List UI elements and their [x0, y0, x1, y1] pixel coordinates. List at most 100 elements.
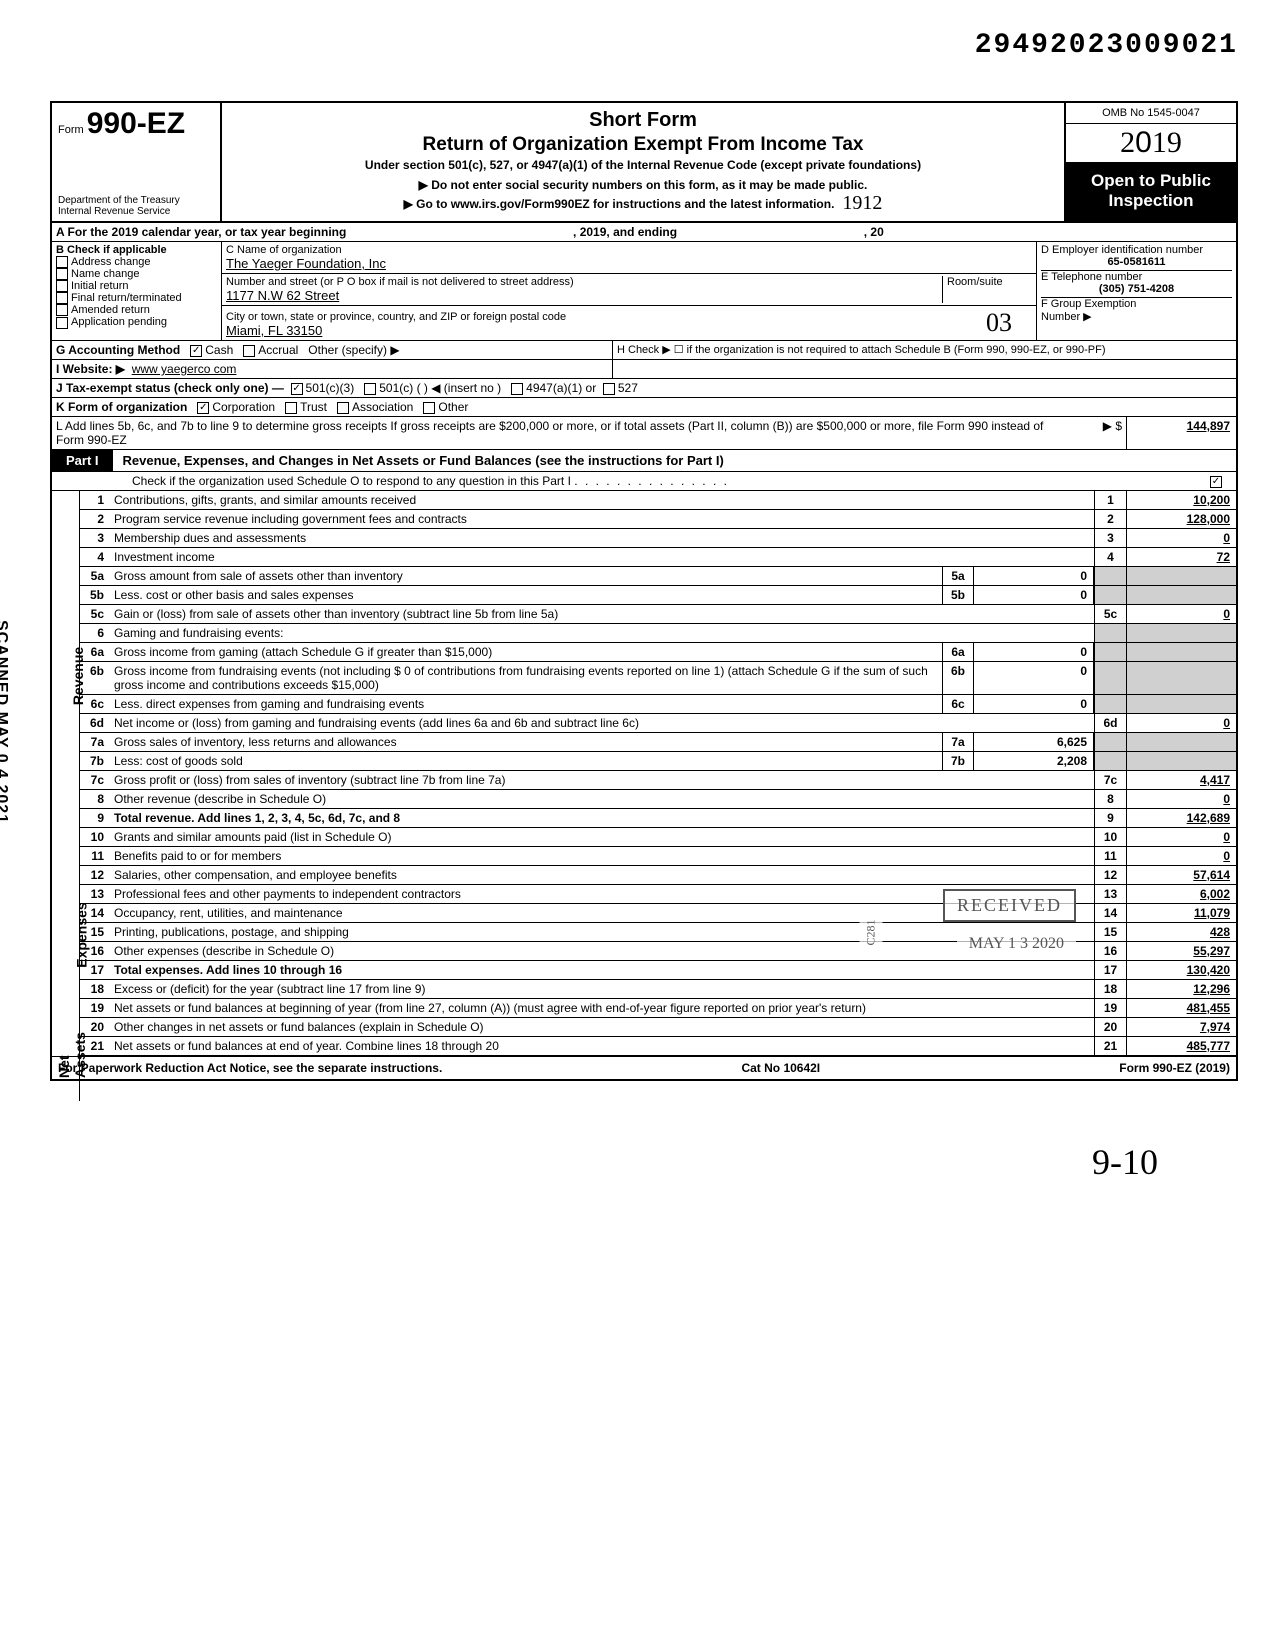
revenue-section-bar: Revenue — [52, 491, 80, 861]
boxnum-4: 4 — [1094, 548, 1126, 566]
line-desc-11: Benefits paid to or for members — [110, 847, 1094, 865]
part-1-header: Part I Revenue, Expenses, and Changes in… — [52, 450, 1236, 472]
scanned-stamp-side: SCANNED MAY 0 4 2021 — [0, 620, 10, 824]
line-desc-5b: Less. cost or other basis and sales expe… — [110, 586, 942, 604]
row-l-amount: 144,897 — [1126, 417, 1236, 449]
shaded-amt-7b — [1126, 752, 1236, 770]
subbox-5b: 5b — [942, 586, 974, 604]
line-desc-6b: Gross income from fundraising events (no… — [110, 662, 942, 694]
check-cash[interactable]: ✓ — [190, 345, 202, 357]
subamount-6a: 0 — [974, 643, 1094, 661]
amount-8: 0 — [1126, 790, 1236, 808]
line-desc-6: Gaming and fundraising events: — [110, 624, 1094, 642]
amount-14: 11,079 — [1126, 904, 1236, 922]
amount-7c: 4,417 — [1126, 771, 1236, 789]
subamount-5a: 0 — [974, 567, 1094, 585]
expenses-section-bar: Expenses — [52, 861, 80, 1009]
label-name-change: Name change — [71, 268, 140, 280]
check-accrual[interactable] — [243, 345, 255, 357]
label-other-org: Other — [438, 400, 468, 414]
boxnum-19: 19 — [1094, 999, 1126, 1017]
subbox-6c: 6c — [942, 695, 974, 713]
g-label: G Accounting Method — [56, 343, 180, 357]
line-desc-5c: Gain or (loss) from sale of assets other… — [110, 605, 1094, 623]
boxnum-2: 2 — [1094, 510, 1126, 528]
line-5b: 5bLess. cost or other basis and sales ex… — [80, 586, 1236, 605]
boxnum-18: 18 — [1094, 980, 1126, 998]
check-schedule-o[interactable]: ✓ — [1210, 476, 1222, 488]
line-desc-7c: Gross profit or (loss) from sales of inv… — [110, 771, 1094, 789]
street-label: Number and street (or P O box if mail is… — [226, 276, 942, 288]
row-l-arrow: ▶ $ — [1066, 417, 1126, 449]
line-num-4: 4 — [80, 548, 110, 566]
netassets-section-bar: Net Assets — [52, 1009, 80, 1101]
line-5a: 5aGross amount from sale of assets other… — [80, 567, 1236, 586]
label-accrual: Accrual — [258, 343, 298, 357]
line-desc-7a: Gross sales of inventory, less returns a… — [110, 733, 942, 751]
f-label: F Group Exemption — [1041, 298, 1136, 310]
amount-21: 485,777 — [1126, 1037, 1236, 1055]
line-1: 1Contributions, gifts, grants, and simil… — [80, 491, 1236, 510]
check-corporation[interactable]: ✓ — [197, 402, 209, 414]
line-19: 19Net assets or fund balances at beginni… — [80, 999, 1236, 1018]
line-num-6c: 6c — [80, 695, 110, 713]
check-application-pending[interactable] — [56, 317, 68, 329]
subamount-6b: 0 — [974, 662, 1094, 694]
line-16: 16Other expenses (describe in Schedule O… — [80, 942, 1236, 961]
line-desc-7b: Less: cost of goods sold — [110, 752, 942, 770]
line-21: 21Net assets or fund balances at end of … — [80, 1037, 1236, 1056]
handwritten-03: 03 — [986, 308, 1032, 338]
donot-ssn-text: ▶ Do not enter social security numbers o… — [232, 178, 1054, 192]
line-num-17: 17 — [80, 961, 110, 979]
label-initial-return: Initial return — [71, 280, 128, 292]
check-name-change[interactable] — [56, 268, 68, 280]
label-4947a1: 4947(a)(1) or — [526, 381, 596, 395]
boxnum-11: 11 — [1094, 847, 1126, 865]
line-num-6a: 6a — [80, 643, 110, 661]
short-form-title: Short Form — [232, 109, 1054, 132]
line-num-18: 18 — [80, 980, 110, 998]
line-10: 10Grants and similar amounts paid (list … — [80, 828, 1236, 847]
line-desc-6d: Net income or (loss) from gaming and fun… — [110, 714, 1094, 732]
form-number-block: Form 990-EZ — [58, 107, 214, 141]
boxnum-7c: 7c — [1094, 771, 1126, 789]
city-state-zip: Miami, FL 33150 — [226, 323, 986, 338]
check-association[interactable] — [337, 402, 349, 414]
shaded-amt-6a — [1126, 643, 1236, 661]
check-trust[interactable] — [285, 402, 297, 414]
line-6c: 6cLess. direct expenses from gaming and … — [80, 695, 1236, 714]
line-num-20: 20 — [80, 1018, 110, 1036]
line-num-7c: 7c — [80, 771, 110, 789]
label-association: Association — [352, 400, 413, 414]
line-desc-19: Net assets or fund balances at beginning… — [110, 999, 1094, 1017]
amount-5c: 0 — [1126, 605, 1236, 623]
row-a-end: , 20 — [864, 225, 884, 239]
line-desc-1: Contributions, gifts, grants, and simila… — [110, 491, 1094, 509]
boxnum-15: 15 — [1094, 923, 1126, 941]
amount-19: 481,455 — [1126, 999, 1236, 1017]
line-15: 15Printing, publications, postage, and s… — [80, 923, 1236, 942]
check-other-org[interactable] — [423, 402, 435, 414]
check-527[interactable] — [603, 383, 615, 395]
check-501c3[interactable]: ✓ — [291, 383, 303, 395]
d-label: D Employer identification number — [1041, 244, 1232, 256]
boxnum-3: 3 — [1094, 529, 1126, 547]
check-4947a1[interactable] — [511, 383, 523, 395]
line-desc-13: Professional fees and other payments to … — [110, 885, 1094, 903]
boxnum-5c: 5c — [1094, 605, 1126, 623]
subbox-6a: 6a — [942, 643, 974, 661]
check-address-change[interactable] — [56, 256, 68, 268]
shaded-box-6b — [1094, 662, 1126, 694]
check-final-return[interactable] — [56, 292, 68, 304]
check-amended-return[interactable] — [56, 304, 68, 316]
line-17: 17Total expenses. Add lines 10 through 1… — [80, 961, 1236, 980]
line-desc-8: Other revenue (describe in Schedule O) — [110, 790, 1094, 808]
line-8: 8Other revenue (describe in Schedule O)8… — [80, 790, 1236, 809]
line-desc-14: Occupancy, rent, utilities, and maintena… — [110, 904, 1094, 922]
line-20: 20Other changes in net assets or fund ba… — [80, 1018, 1236, 1037]
check-501c[interactable] — [364, 383, 376, 395]
line-12: 12Salaries, other compensation, and empl… — [80, 866, 1236, 885]
label-trust: Trust — [300, 400, 327, 414]
check-initial-return[interactable] — [56, 280, 68, 292]
line-5c: 5cGain or (loss) from sale of assets oth… — [80, 605, 1236, 624]
